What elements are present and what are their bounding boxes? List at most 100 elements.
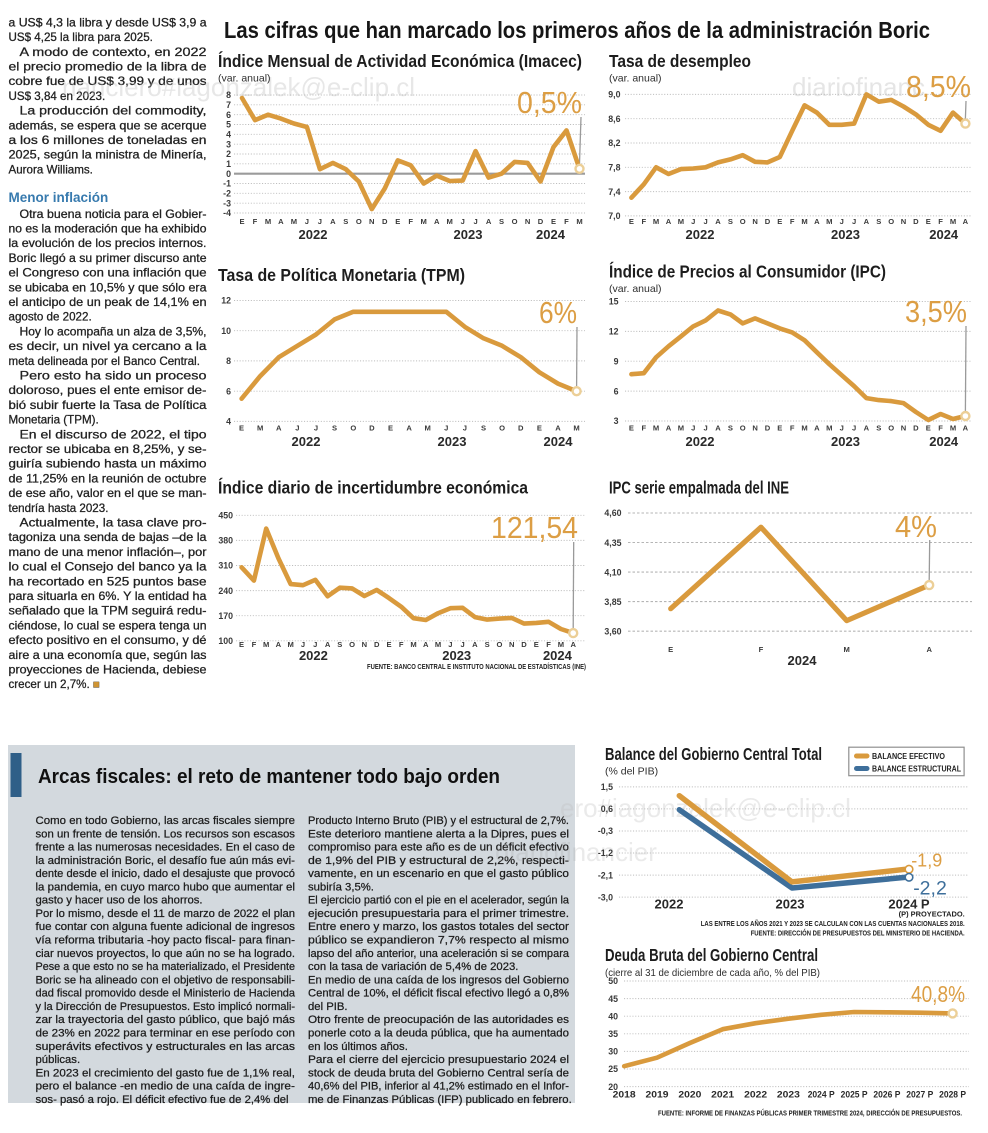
svg-text:E: E: [629, 217, 634, 226]
svg-text:2022: 2022: [292, 434, 321, 449]
svg-text:A: A: [715, 424, 721, 433]
svg-text:efecto positivo en el consumo,: efecto positivo en el consumo, y dé: [9, 634, 207, 647]
svg-text:2023: 2023: [831, 227, 860, 242]
svg-text:ciar nuevos proyectos, lo que: ciar nuevos proyectos, lo que aún no se …: [36, 948, 296, 960]
svg-text:D: D: [374, 640, 380, 649]
svg-text:7,0: 7,0: [608, 211, 620, 221]
svg-text:A: A: [864, 424, 870, 433]
svg-text:2023: 2023: [776, 897, 805, 912]
svg-text:doloroso, pues el ente emisor: doloroso, pues el ente emisor de-: [9, 384, 207, 397]
svg-text:cobre fue de US$ 3,99 y de uno: cobre fue de US$ 3,99 y de unos: [9, 75, 207, 88]
svg-text:6: 6: [614, 386, 619, 396]
svg-text:Boric llegó a su primer discur: Boric llegó a su primer discurso ante: [9, 252, 207, 265]
svg-text:Las cifras que han marcado los: Las cifras que han marcado los primeros …: [224, 17, 930, 43]
svg-text:7,8: 7,8: [608, 163, 620, 173]
svg-text:A: A: [486, 217, 492, 226]
svg-text:2025 P: 2025 P: [841, 1090, 868, 1100]
svg-text:tendría hasta 2023.: tendría hasta 2023.: [9, 502, 109, 515]
svg-text:O: O: [888, 424, 894, 433]
svg-text:O: O: [497, 640, 503, 649]
svg-text:A: A: [330, 217, 336, 226]
svg-text:F: F: [641, 217, 646, 226]
svg-text:J: J: [461, 217, 465, 226]
svg-text:8,6: 8,6: [608, 114, 620, 124]
svg-text:F: F: [399, 640, 404, 649]
svg-text:-4: -4: [223, 208, 231, 218]
svg-text:2022: 2022: [299, 227, 328, 242]
svg-text:M: M: [826, 217, 832, 226]
svg-text:de ese año, valor en el que se: de ese año, valor en el que se man-: [9, 487, 207, 500]
svg-text:O: O: [740, 217, 746, 226]
svg-text:A: A: [555, 424, 561, 433]
svg-text:D: D: [382, 217, 388, 226]
svg-text:J: J: [852, 217, 856, 226]
svg-text:6: 6: [226, 386, 231, 396]
svg-text:M: M: [653, 424, 659, 433]
svg-text:J: J: [703, 424, 707, 433]
svg-text:E: E: [777, 424, 782, 433]
svg-text:BALANCE ESTRUCTURAL: BALANCE ESTRUCTURAL: [872, 765, 961, 774]
svg-text:F: F: [564, 217, 569, 226]
svg-text:bió subir fuerte la Tasa de Po: bió subir fuerte la Tasa de Política: [9, 399, 208, 412]
svg-text:crecer un 2,7%. ■: crecer un 2,7%. ■: [9, 678, 100, 691]
svg-text:3: 3: [614, 416, 619, 426]
svg-text:(var. anual): (var. anual): [218, 73, 271, 85]
svg-text:E: E: [395, 217, 400, 226]
svg-text:N: N: [362, 640, 367, 649]
svg-text:S: S: [728, 217, 733, 226]
svg-text:12: 12: [221, 296, 231, 306]
svg-text:E: E: [777, 217, 782, 226]
svg-text:F: F: [790, 217, 795, 226]
svg-text:públicas.: públicas.: [36, 1054, 81, 1066]
svg-text:8,5%: 8,5%: [906, 69, 971, 104]
svg-text:la evolución de los precios in: la evolución de los precios internos.: [9, 237, 207, 250]
svg-text:del PIB.: del PIB.: [308, 1001, 348, 1013]
svg-text:ejecución presupuestaria para: ejecución presupuestaria para el primer …: [308, 908, 569, 920]
svg-text:rector se ubicaba en 8,25%, y: rector se ubicaba en 8,25%, y se-: [9, 443, 207, 456]
svg-text:E: E: [534, 640, 539, 649]
svg-text:A: A: [325, 640, 331, 649]
svg-text:A: A: [278, 217, 284, 226]
svg-text:2024: 2024: [536, 227, 566, 242]
svg-text:2020: 2020: [678, 1090, 701, 1100]
svg-text:N: N: [525, 217, 530, 226]
svg-text:-2,1: -2,1: [598, 870, 613, 880]
svg-text:M: M: [288, 640, 294, 649]
svg-text:D: D: [369, 424, 375, 433]
svg-text:Como en todo Gobierno, las arc: Como en todo Gobierno, las arcas fiscale…: [36, 815, 296, 827]
svg-text:A: A: [406, 424, 412, 433]
svg-text:E: E: [239, 640, 244, 649]
svg-text:En el discurso de 2022, el tip: En el discurso de 2022, el tipo: [20, 428, 207, 441]
svg-text:de 11,25% en la reunión de oct: de 11,25% en la reunión de octubre: [9, 472, 207, 485]
svg-text:F: F: [546, 640, 551, 649]
svg-text:pero el balance -en medio de u: pero el balance -en medio de una caída d…: [36, 1081, 296, 1093]
svg-text:dad fiscal promovido desde el: dad fiscal promovido desde el Ministerio…: [36, 988, 296, 1000]
svg-text:45: 45: [608, 994, 618, 1004]
svg-text:para situarla en 6%. Y la enti: para situarla en 6%. Y la entidad ha: [9, 590, 208, 603]
svg-text:y la Dirección de Presupuestos: y la Dirección de Presupuestos. Esto imp…: [36, 1001, 296, 1013]
svg-text:A: A: [472, 640, 478, 649]
svg-text:En medio de una caída de los i: En medio de una caída de los ingresos de…: [308, 974, 569, 986]
svg-text:la pandemia, en cuyo marco hub: la pandemia, en cuyo marco hubo que aume…: [36, 881, 296, 893]
svg-text:E: E: [239, 424, 244, 433]
svg-text:3,60: 3,60: [604, 626, 621, 636]
svg-text:100: 100: [218, 636, 233, 646]
svg-text:O: O: [349, 640, 355, 649]
svg-text:-1,9: -1,9: [911, 851, 942, 871]
svg-text:S: S: [876, 217, 881, 226]
svg-text:2028 P: 2028 P: [939, 1090, 966, 1100]
svg-text:-2,2: -2,2: [913, 878, 947, 900]
svg-text:J: J: [305, 217, 309, 226]
svg-text:además, se espera que se acerq: además, se espera que se acerque: [9, 119, 207, 132]
svg-text:no es la moderación que ha exh: no es la moderación que ha exhibido: [9, 223, 207, 236]
svg-text:-2: -2: [223, 189, 231, 199]
svg-text:O: O: [350, 424, 356, 433]
svg-text:me de Finanzas Públicas (IFP): me de Finanzas Públicas (IFP) publicado …: [308, 1094, 572, 1106]
svg-text:BALANCE EFECTIVO: BALANCE EFECTIVO: [872, 752, 945, 761]
svg-text:ciéndose, lo cual se espera te: ciéndose, lo cual se espera tenga un: [9, 619, 207, 632]
svg-text:F: F: [253, 217, 258, 226]
svg-text:M: M: [678, 217, 684, 226]
svg-text:Índice diario de incertidumbre: Índice diario de incertidumbre económica: [218, 477, 528, 498]
svg-text:J: J: [463, 424, 467, 433]
svg-text:S: S: [485, 640, 490, 649]
